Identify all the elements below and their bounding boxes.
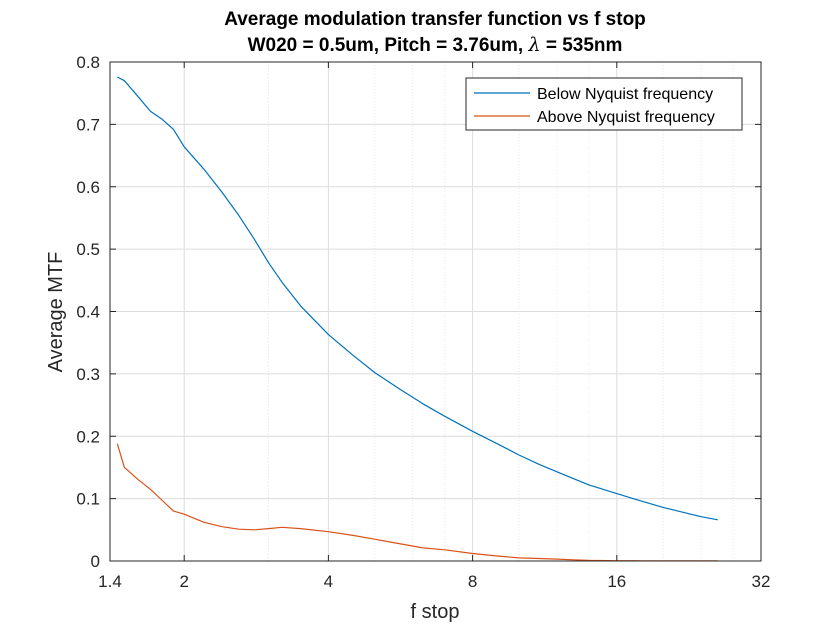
y-tick-label: 0.3: [76, 365, 100, 384]
legend-label-below-nyquist: Below Nyquist frequency: [537, 86, 713, 103]
y-tick-label: 0.2: [76, 427, 100, 446]
y-tick-label: 0.7: [76, 115, 100, 134]
lambda-symbol: λ: [528, 34, 541, 56]
x-tick-label: 8: [468, 572, 477, 591]
y-tick-label: 0.1: [76, 490, 100, 509]
legend: Below Nyquist frequency Above Nyquist fr…: [465, 77, 743, 131]
y-axis-label: Average MTF: [45, 252, 67, 373]
x-tick-label: 16: [607, 572, 626, 591]
x-tick-label: 32: [752, 572, 771, 591]
chart-title: Average modulation transfer function vs …: [224, 9, 646, 30]
legend-box: [465, 77, 743, 131]
x-tick-label: 4: [324, 572, 333, 591]
subtitle-prefix: W020 = 0.5um, Pitch = 3.76um,: [248, 35, 529, 56]
y-tick-label: 0.5: [76, 240, 100, 259]
grid-lines: [110, 62, 761, 561]
x-tick-label: 1.4: [98, 572, 122, 591]
subtitle-suffix: = 535nm: [541, 35, 623, 56]
x-tick-label: 2: [179, 572, 188, 591]
x-axis-label: f stop: [411, 601, 460, 623]
y-tick-label: 0: [91, 552, 100, 571]
y-tick-label: 0.4: [76, 303, 100, 322]
legend-label-above-nyquist: Above Nyquist frequency: [537, 109, 715, 126]
y-tick-label: 0.8: [76, 53, 100, 72]
series-line-below-nyquist: [117, 76, 718, 521]
axis-ticks: 1.4 2 4 8 16 32 0 0.1 0.2 0.3 0.4 0.5 0.6 0.7 0.8: [76, 53, 770, 591]
chart-subtitle: W020 = 0.5um, Pitch = 3.76um, λ = 535nm: [248, 34, 623, 56]
y-tick-label: 0.6: [76, 178, 100, 197]
